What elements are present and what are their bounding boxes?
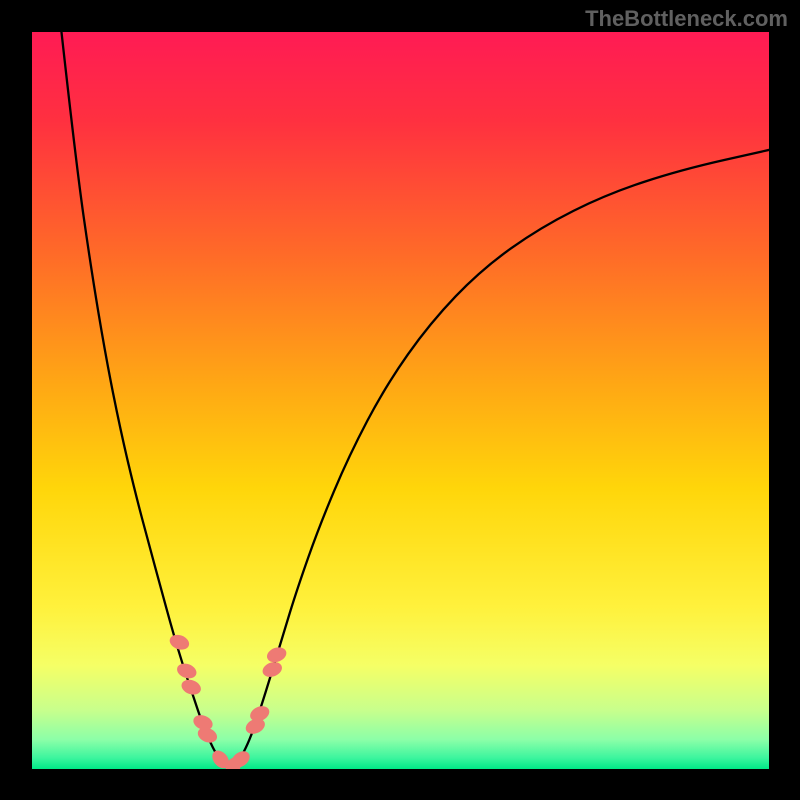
watermark-text: TheBottleneck.com [585,6,788,32]
gradient-background [32,32,769,769]
chart-container: TheBottleneck.com [0,0,800,800]
plot-area [32,32,769,769]
